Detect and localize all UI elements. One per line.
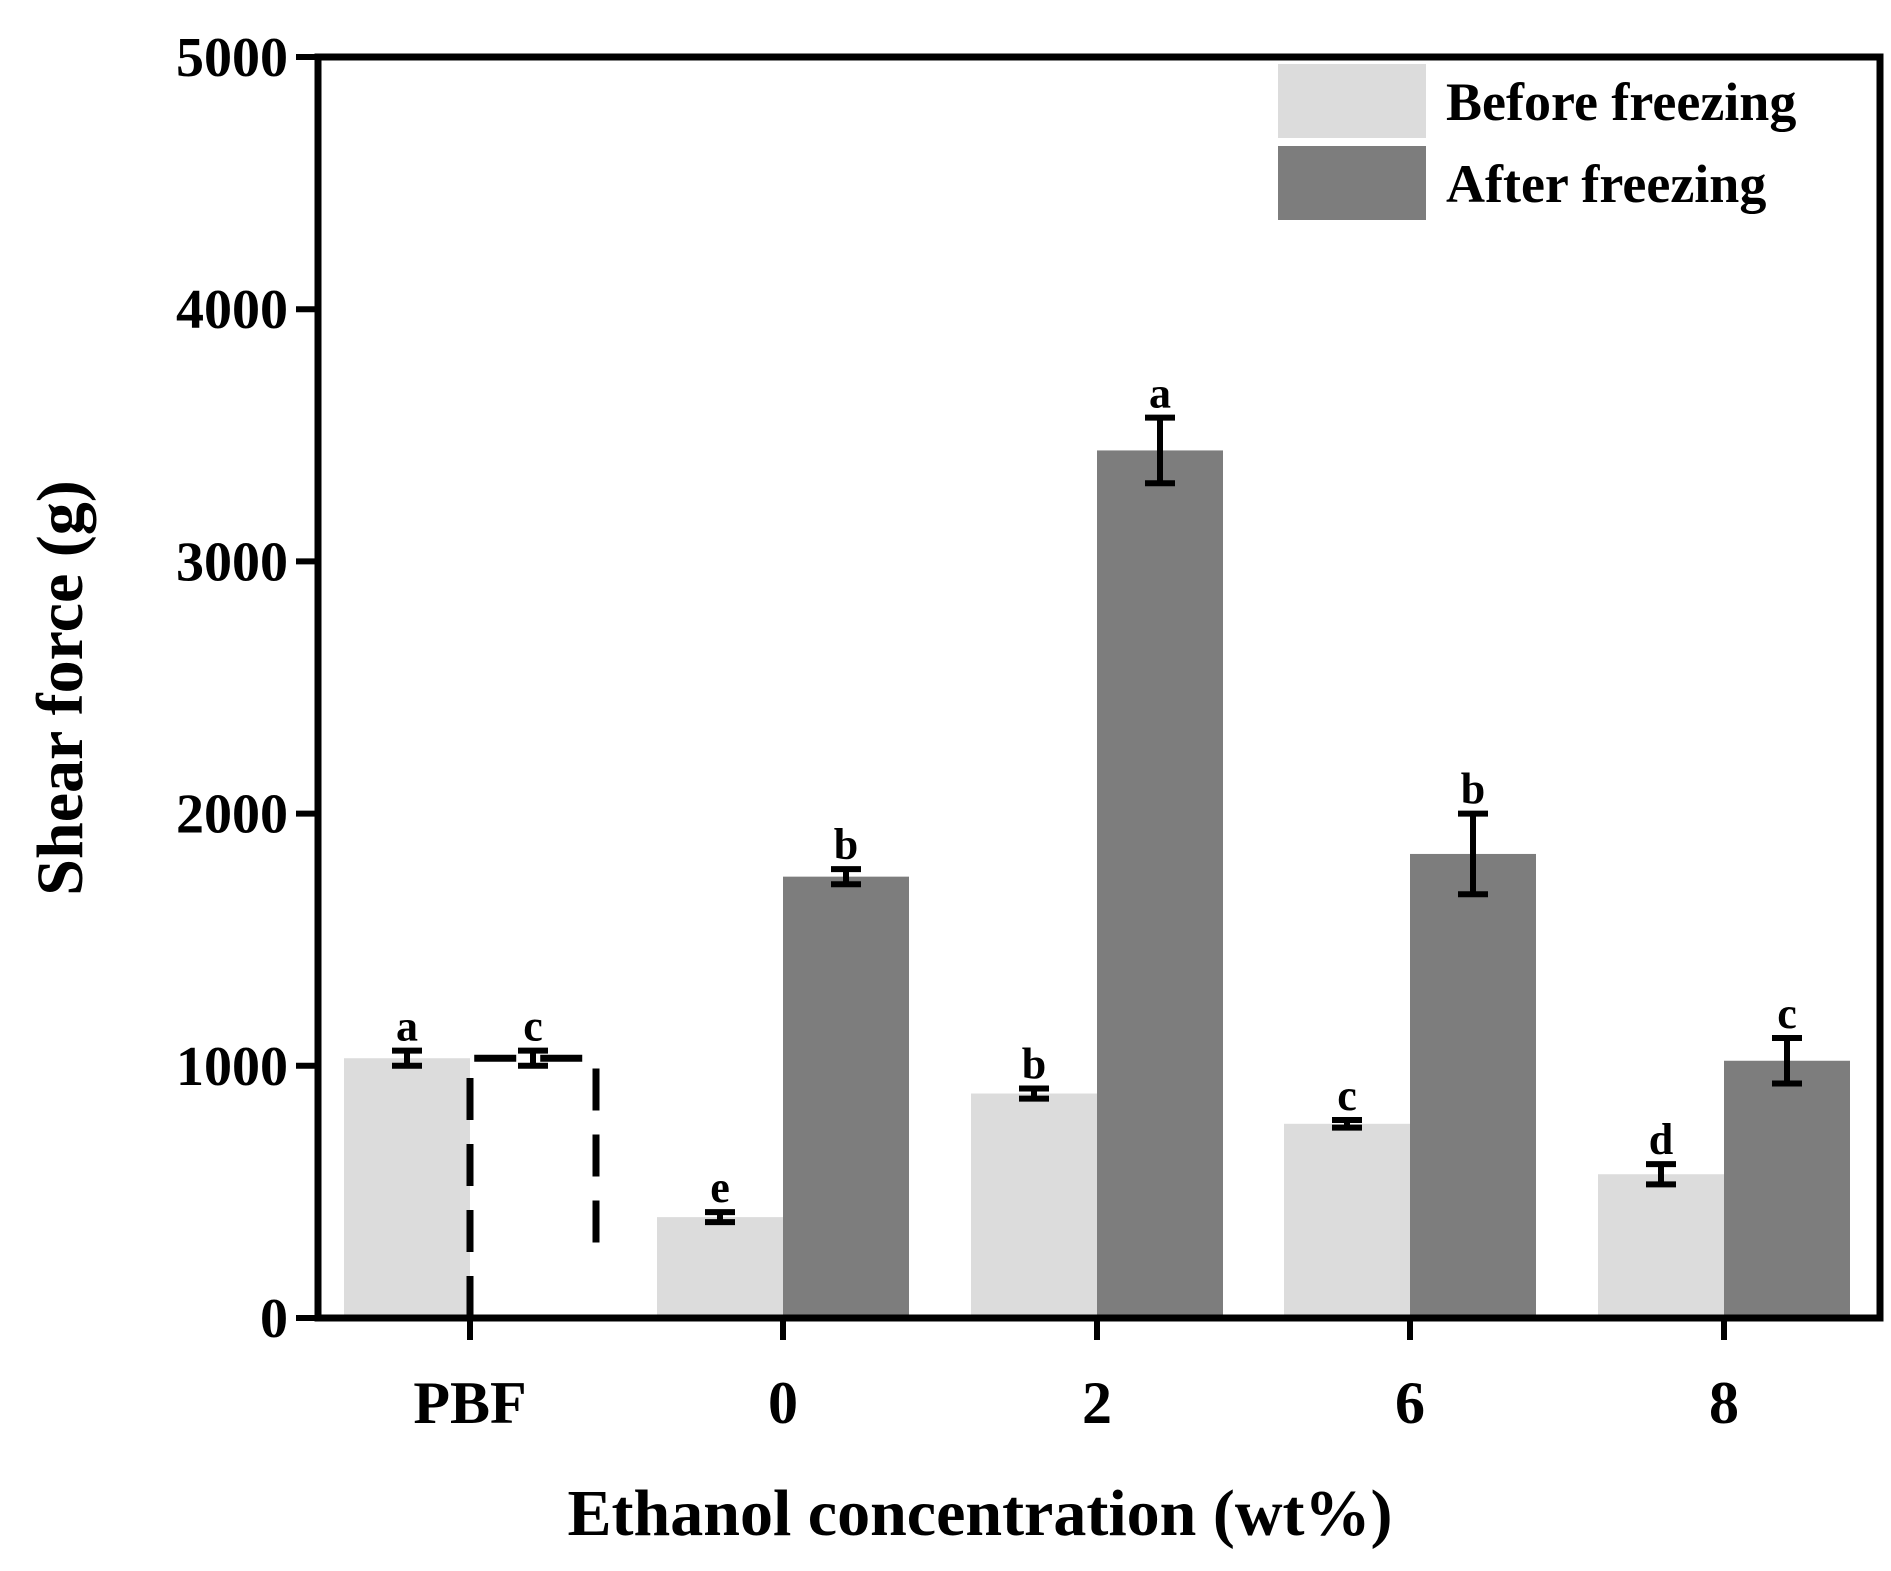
- x-tick-label: 6: [1395, 1370, 1425, 1436]
- error-bar-before-freezing-6: [1332, 1117, 1362, 1131]
- bar-after-freezing-0: [783, 876, 909, 1318]
- sig-letter-before-freezing-8: d: [1649, 1115, 1673, 1164]
- sig-letter-after-freezing-pbf: c: [523, 1002, 543, 1051]
- error-bar-before-freezing-2: [1019, 1085, 1049, 1102]
- error-bar-after-freezing-0: [831, 866, 861, 888]
- sig-letter-before-freezing-6: c: [1337, 1071, 1357, 1120]
- bar-before-freezing-2: [971, 1093, 1097, 1318]
- error-bar-before-freezing-8: [1646, 1161, 1676, 1188]
- y-tick-label: 3000: [176, 531, 288, 593]
- y-tick-label: 4000: [176, 279, 288, 341]
- x-tick-label: PBF: [413, 1370, 526, 1436]
- legend: Before freezing After freezing: [1278, 64, 1796, 220]
- y-tick-label: 2000: [176, 784, 288, 846]
- plot-content: a e b c d c b a b c: [344, 369, 1850, 1318]
- bar-after-freezing-8: [1724, 1060, 1850, 1318]
- bar-before-freezing-6: [1284, 1123, 1410, 1318]
- x-tick-label: 8: [1709, 1370, 1739, 1436]
- error-bar-before-freezing-0: [705, 1209, 735, 1226]
- y-tick-label: 1000: [176, 1036, 288, 1098]
- x-tick-label: 0: [768, 1370, 798, 1436]
- error-bar-after-freezing-pbf: [518, 1047, 548, 1069]
- error-bar-after-freezing-6: [1458, 810, 1488, 898]
- legend-swatch-before-freezing: [1278, 64, 1426, 138]
- sig-letter-after-freezing-8: c: [1777, 989, 1797, 1038]
- y-tick-label: 0: [260, 1288, 288, 1350]
- sig-letter-after-freezing-2: a: [1149, 369, 1171, 418]
- legend-label-before-freezing: Before freezing: [1446, 72, 1796, 132]
- sig-letter-before-freezing-0: e: [710, 1163, 730, 1212]
- sig-letter-before-freezing-pbf: a: [396, 1002, 418, 1051]
- error-bar-after-freezing-8: [1772, 1035, 1802, 1087]
- sig-letter-after-freezing-0: b: [834, 820, 858, 869]
- bar-after-freezing-6: [1410, 853, 1536, 1318]
- x-tick-label: 2: [1082, 1370, 1112, 1436]
- error-bar-before-freezing-pbf: [392, 1047, 422, 1069]
- y-tick-label: 5000: [176, 27, 288, 89]
- axes: 0 1000 2000 3000 4000 5000 PBF 0 2 6 8: [176, 27, 1884, 1436]
- legend-swatch-after-freezing: [1278, 146, 1426, 220]
- x-axis-title: Ethanol concentration (wt%): [568, 1477, 1393, 1550]
- sig-letter-before-freezing-2: b: [1022, 1039, 1046, 1088]
- bar-before-freezing-8: [1598, 1174, 1724, 1318]
- bar-before-freezing-pbf: [344, 1058, 470, 1318]
- sig-letter-after-freezing-6: b: [1461, 765, 1485, 814]
- legend-label-after-freezing: After freezing: [1446, 154, 1766, 214]
- error-bar-after-freezing-2: [1145, 414, 1175, 487]
- bar-before-freezing-0: [657, 1217, 783, 1318]
- bar-after-freezing-2: [1097, 450, 1223, 1318]
- bar-after-freezing-pbf: [466, 1054, 600, 1318]
- y-axis-title: Shear force (g): [24, 480, 97, 895]
